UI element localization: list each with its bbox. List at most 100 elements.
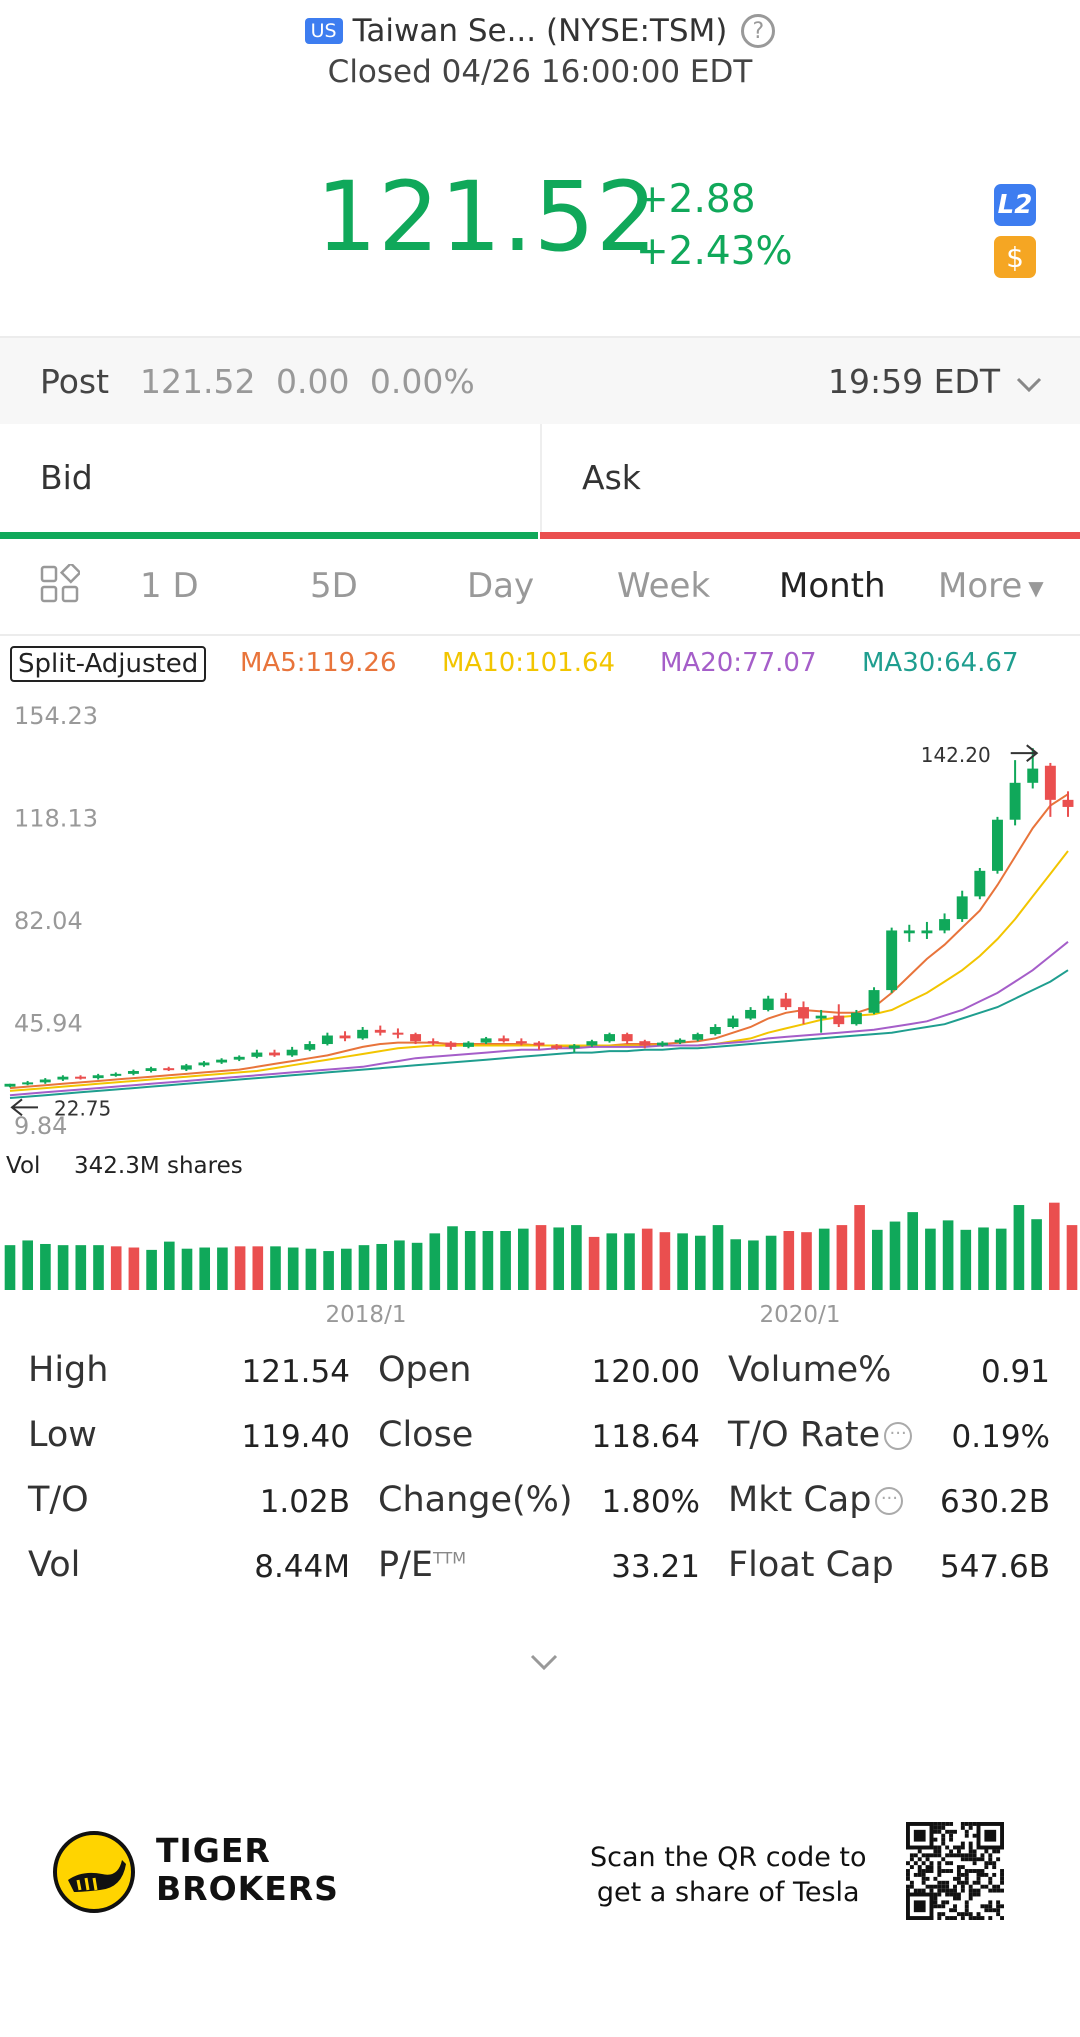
qr-module <box>906 1888 910 1893</box>
candle <box>57 1076 69 1080</box>
candle <box>1062 799 1074 807</box>
qr-module <box>976 1916 981 1920</box>
qr-module <box>996 1900 1001 1905</box>
qr-module <box>964 1853 969 1858</box>
divider <box>0 634 1080 636</box>
candle <box>321 1035 333 1045</box>
candle <box>692 1034 704 1040</box>
qr-module <box>925 1865 930 1870</box>
tab-month[interactable]: Month <box>779 566 886 606</box>
post-market-row[interactable]: Post 121.52 0.00 0.00% 19:59 EDT <box>0 338 1080 424</box>
stat-label: T/O <box>28 1480 89 1520</box>
tab-more[interactable]: More ▼ <box>938 566 1044 606</box>
chevron-down-icon[interactable] <box>1016 368 1042 401</box>
qr-module <box>992 1872 997 1877</box>
volume-value: 342.3M shares <box>74 1153 243 1179</box>
qr-module <box>976 1876 981 1881</box>
volume-bar <box>889 1221 901 1290</box>
qr-module <box>953 1876 957 1881</box>
ask-box[interactable]: Ask <box>540 424 1080 532</box>
qr-module <box>953 1884 957 1889</box>
qr-module <box>933 1904 938 1909</box>
candle <box>127 1071 139 1074</box>
qr-module <box>913 1872 918 1877</box>
qr-module <box>949 1869 954 1873</box>
qr-module <box>925 1869 930 1873</box>
qr-module <box>925 1853 930 1858</box>
tab-day[interactable]: Day <box>467 566 535 606</box>
candle <box>586 1041 598 1046</box>
stat-label: High <box>28 1350 109 1390</box>
chevron-down-icon[interactable] <box>530 1640 558 1680</box>
qr-module <box>988 1908 993 1913</box>
candle <box>992 819 1003 871</box>
qr-module <box>992 1884 997 1889</box>
question-circle-icon[interactable]: ? <box>741 14 776 48</box>
low-price-label: 22.75 <box>54 1096 111 1120</box>
qr-module <box>988 1861 993 1866</box>
qr-module <box>945 1829 950 1834</box>
qr-module <box>921 1869 926 1873</box>
qr-module <box>960 1841 965 1846</box>
volume-bar <box>181 1248 193 1290</box>
volume-bar <box>925 1228 936 1290</box>
qr-module <box>972 1880 977 1885</box>
candle <box>269 1052 280 1056</box>
stats-row: High 121.54 Open 120.00 Volume% 0.91 <box>0 1350 1080 1410</box>
qr-module <box>913 1861 918 1866</box>
volume-bar <box>871 1229 883 1290</box>
qr-module <box>992 1849 997 1854</box>
qr-module <box>988 1888 993 1893</box>
high-price-label: 142.20 <box>921 743 991 767</box>
qr-module <box>929 1853 934 1858</box>
bid-box[interactable]: Bid <box>0 424 538 532</box>
qr-module <box>941 1904 946 1909</box>
qr-module <box>933 1896 938 1901</box>
qr-module <box>937 1822 942 1826</box>
candle <box>604 1034 615 1042</box>
change-percent: +2.43% <box>636 229 793 274</box>
tab-1d[interactable]: 1 D <box>140 566 199 606</box>
info-dots-icon[interactable]: ··· <box>884 1422 913 1450</box>
qr-module <box>953 1892 957 1897</box>
candle <box>392 1032 404 1035</box>
candle <box>956 896 968 920</box>
info-dots-icon[interactable]: ··· <box>875 1487 904 1515</box>
qr-module <box>921 1888 926 1893</box>
qr-module <box>984 1861 989 1866</box>
qr-module <box>984 1849 989 1854</box>
qr-module <box>937 1916 942 1920</box>
candle <box>374 1029 386 1033</box>
qr-module <box>996 1884 1001 1889</box>
qr-module <box>913 1900 926 1913</box>
stat-value: 630.2B <box>939 1484 1050 1520</box>
qr-module <box>941 1888 946 1893</box>
dollar-icon[interactable]: $ <box>994 236 1036 278</box>
qr-module <box>1000 1916 1004 1920</box>
bid-label: Bid <box>40 458 93 497</box>
qr-module <box>909 1853 914 1858</box>
candle <box>180 1065 192 1070</box>
qr-module <box>949 1849 954 1854</box>
split-adjusted-toggle[interactable]: Split-Adjusted <box>10 646 207 682</box>
qr-module <box>913 1888 918 1893</box>
candlestick-chart[interactable]: 154.23 118.13 82.04 45.94 9.84 142.20 22.75 Vo… <box>0 690 1080 1330</box>
stock-title[interactable]: Taiwan Se... (NYSE:TSM) <box>352 13 728 49</box>
layout-grid-icon[interactable] <box>40 564 80 604</box>
stat-label-sup: TTM <box>433 1548 467 1568</box>
level2-icon[interactable]: L2 <box>994 184 1036 226</box>
qr-module <box>972 1849 977 1854</box>
tab-week[interactable]: Week <box>617 566 711 606</box>
tab-5d[interactable]: 5D <box>310 566 358 606</box>
qr-module <box>964 1904 969 1909</box>
volume-bar <box>199 1247 211 1290</box>
qr-module <box>949 1833 954 1838</box>
candle <box>39 1079 51 1083</box>
candle <box>163 1068 175 1071</box>
qr-module <box>906 1872 910 1877</box>
tab-more-label: More <box>938 566 1023 606</box>
qr-module <box>1000 1904 1004 1909</box>
volume-bar <box>217 1247 228 1290</box>
volume-bar <box>110 1246 122 1290</box>
volume-bar <box>358 1245 370 1290</box>
